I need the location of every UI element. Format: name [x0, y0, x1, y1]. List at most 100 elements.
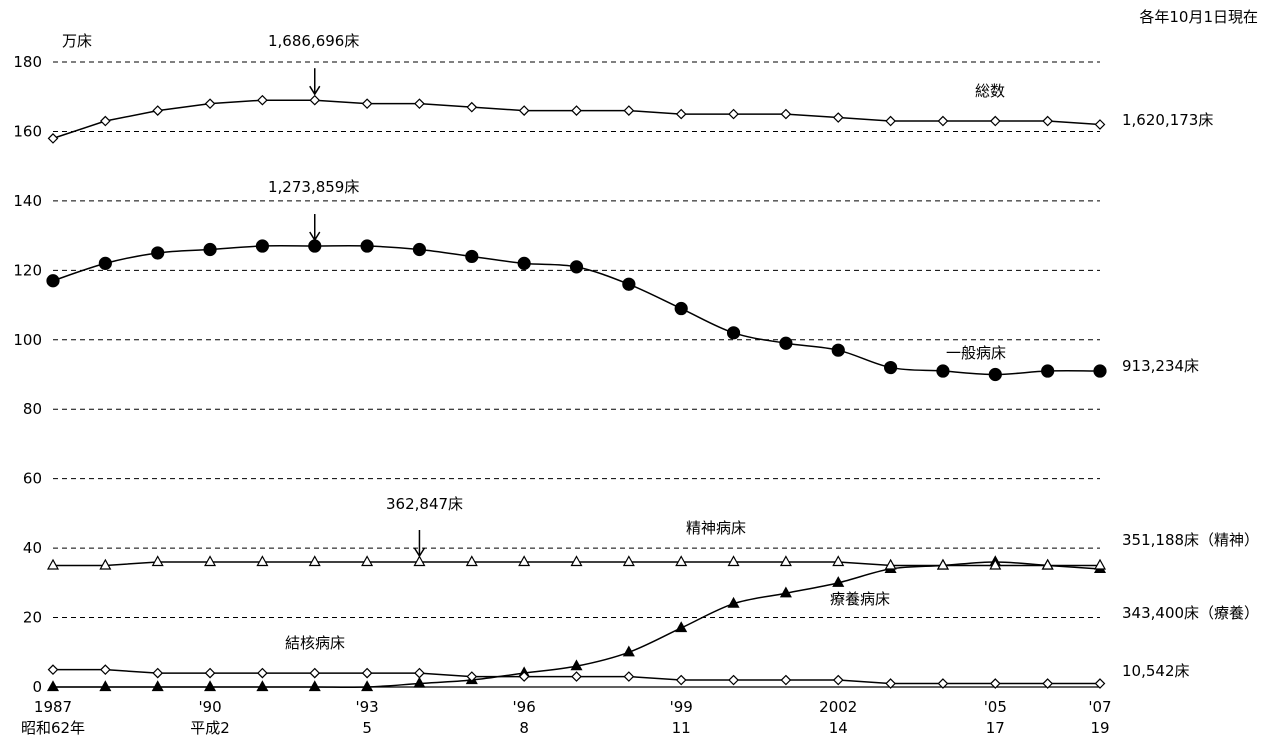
data-point: [622, 645, 635, 657]
data-point: [674, 301, 688, 316]
data-point: [308, 680, 321, 692]
data-point: [989, 678, 1001, 689]
data-point: [518, 105, 530, 116]
data-point: [622, 555, 635, 567]
data-point: [46, 558, 60, 570]
data-point: [308, 555, 321, 567]
x-tick-era-label: 11: [672, 719, 691, 737]
data-point: [727, 555, 740, 567]
series-0: [47, 94, 1106, 144]
data-point: [204, 555, 217, 567]
data-point: [413, 555, 426, 567]
data-point: [883, 360, 898, 375]
data-point: [936, 558, 949, 570]
data-point: [204, 680, 217, 692]
y-tick-label: 80: [23, 400, 42, 418]
x-tick-era-label: 17: [986, 719, 1005, 737]
data-point: [1093, 558, 1107, 570]
data-point: [257, 667, 268, 679]
data-point: [256, 555, 269, 567]
data-point: [885, 115, 896, 127]
data-point: [779, 336, 793, 350]
data-point: [152, 105, 164, 116]
x-tick-era-label: 5: [362, 719, 372, 737]
peak-arrow-head: [413, 547, 426, 558]
data-point: [831, 343, 845, 357]
x-tick-era-label: 14: [829, 719, 848, 737]
y-tick-label: 140: [13, 192, 42, 210]
series: [46, 94, 1107, 692]
data-point: [832, 576, 845, 587]
series-3: [46, 555, 1107, 692]
data-point: [936, 364, 950, 378]
y-tick-label: 0: [32, 678, 42, 696]
data-point: [466, 101, 478, 113]
end-label-long-term: 343,400床（療養）: [1122, 604, 1259, 622]
data-point: [780, 674, 792, 686]
x-tick-label: '96: [513, 698, 536, 716]
y-tick-label: 100: [13, 331, 42, 349]
data-point: [1041, 364, 1055, 378]
data-point: [989, 115, 1001, 127]
data-point: [726, 326, 741, 340]
x-tick-label: '99: [670, 698, 693, 716]
series-4: [47, 664, 1106, 689]
data-point: [203, 242, 217, 257]
data-point: [465, 555, 478, 567]
data-point: [151, 555, 164, 567]
data-point: [623, 105, 635, 116]
data-point: [937, 678, 949, 689]
data-point: [152, 667, 164, 679]
data-point: [675, 108, 687, 120]
data-point: [47, 664, 59, 675]
series-label-psychiatric: 精神病床: [686, 519, 746, 537]
x-tick-era-label: 8: [519, 719, 529, 737]
data-point: [361, 555, 374, 567]
data-point: [727, 596, 740, 608]
date-note: 各年10月1日現在: [1139, 8, 1258, 26]
data-point: [988, 367, 1002, 382]
gridlines: [53, 61, 1100, 619]
y-tick-label: 40: [23, 539, 42, 557]
data-point: [675, 621, 688, 633]
data-point: [413, 676, 426, 688]
y-tick-label: 180: [13, 53, 42, 71]
end-label-psychiatric: 351,188床（精神）: [1122, 531, 1259, 549]
data-point: [885, 678, 896, 689]
data-point: [832, 674, 844, 686]
y-axis-unit-label: 万床: [62, 32, 92, 50]
data-point: [622, 277, 636, 291]
x-tick-label: 1987: [34, 698, 72, 716]
data-point: [1042, 678, 1053, 689]
x-tick-era-label: 昭和62年: [21, 719, 85, 737]
x-tick-era-label: 19: [1090, 719, 1109, 737]
x-tick-era-label: 平成2: [190, 719, 230, 737]
data-point: [989, 558, 1002, 570]
peak-label-general: 1,273,859床: [268, 178, 359, 196]
data-point: [728, 674, 739, 686]
data-point: [100, 664, 111, 675]
x-tick-label: '93: [355, 698, 378, 716]
y-tick-label: 60: [23, 470, 42, 488]
data-point: [1042, 115, 1053, 127]
end-label-total: 1,620,173床: [1122, 111, 1213, 129]
data-point: [361, 667, 373, 679]
data-point: [518, 555, 531, 567]
data-point: [571, 671, 582, 682]
end-label-general: 913,234床: [1122, 357, 1199, 375]
peak-label-psychiatric: 362,847床: [386, 495, 463, 513]
data-point: [412, 242, 427, 257]
data-point: [360, 239, 374, 253]
data-point: [884, 558, 897, 570]
data-point: [151, 680, 164, 692]
data-point: [832, 555, 845, 567]
data-point: [570, 555, 583, 567]
data-point: [570, 659, 583, 671]
data-point: [309, 667, 321, 679]
peak-arrow-head: [309, 231, 321, 242]
data-point: [100, 115, 111, 127]
data-point: [414, 667, 425, 679]
data-point: [361, 680, 374, 692]
x-tick-labels: 1987 昭和62年 '90 平成2 '93 5 '96 8 '99 11 2002 14 '05 17 '…: [21, 698, 1112, 737]
